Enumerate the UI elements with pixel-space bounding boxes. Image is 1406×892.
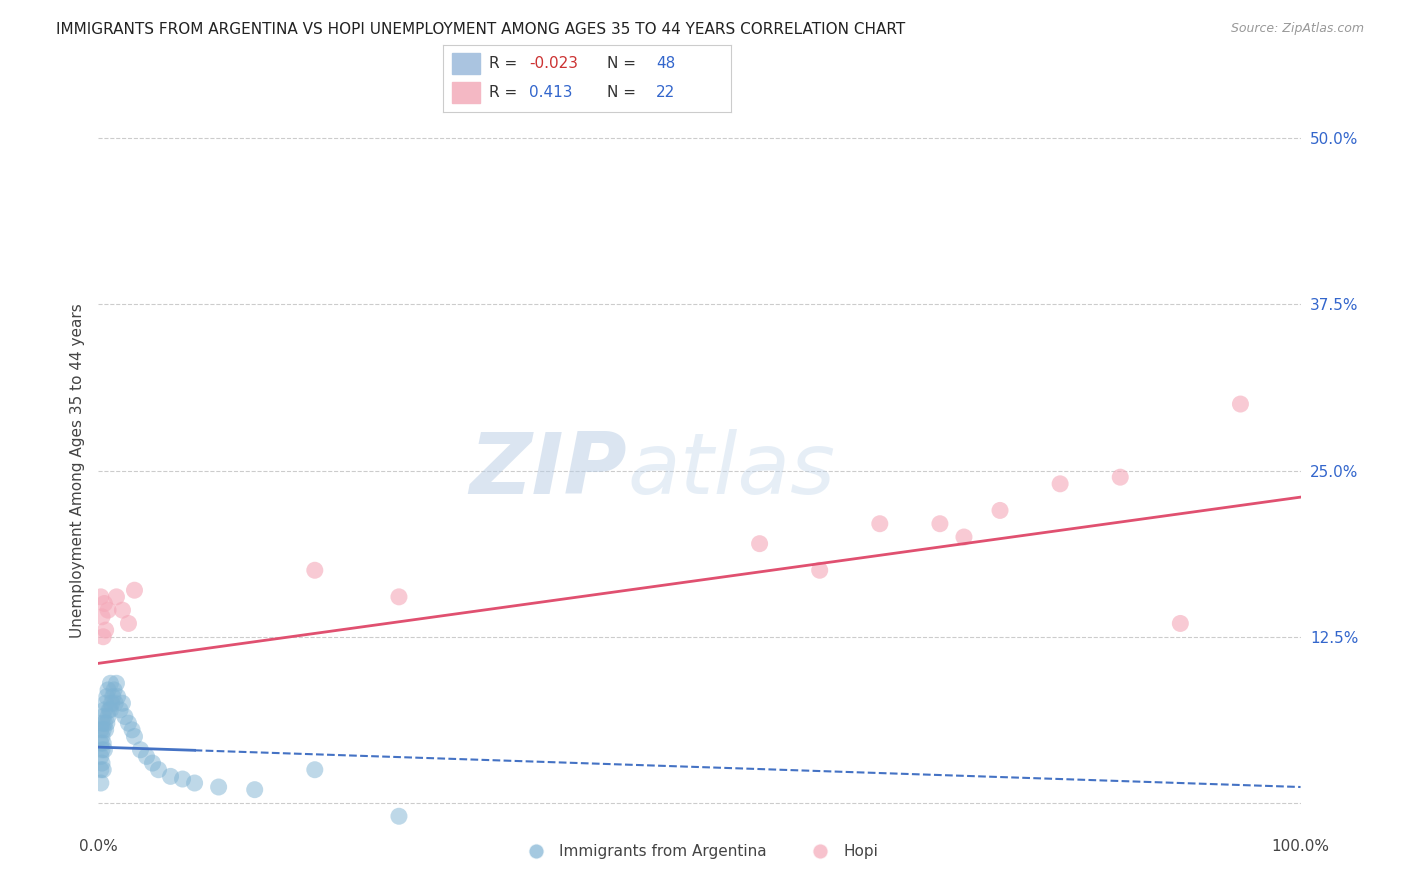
Point [100, 676, 122, 690]
Point [953, 530, 976, 544]
Point [96, 716, 118, 731]
Text: 0.413: 0.413 [530, 86, 572, 100]
Text: 48: 48 [657, 56, 675, 70]
Point [748, 536, 770, 550]
Point [93, 597, 115, 611]
Point [94, 623, 117, 637]
Text: -0.023: -0.023 [530, 56, 578, 70]
Point [243, 782, 266, 797]
Point [869, 516, 891, 531]
Point [93, 716, 115, 731]
Y-axis label: Unemployment Among Ages 35 to 44 years: Unemployment Among Ages 35 to 44 years [69, 303, 84, 638]
Point [98, 703, 121, 717]
Legend: Immigrants from Argentina, Hopi: Immigrants from Argentina, Hopi [515, 838, 884, 865]
Point [148, 763, 170, 777]
Point [90, 749, 112, 764]
Point [96, 690, 118, 704]
Point [111, 603, 134, 617]
Point [91, 756, 114, 770]
Point [90, 723, 112, 737]
Point [97, 682, 120, 697]
Point [388, 590, 411, 604]
Point [90, 736, 112, 750]
Point [304, 763, 326, 777]
Point [91, 609, 114, 624]
Point [91, 723, 114, 737]
Point [93, 703, 115, 717]
Point [91, 736, 114, 750]
Text: ZIP: ZIP [470, 429, 627, 512]
Point [93, 743, 115, 757]
Point [1049, 476, 1071, 491]
Point [94, 723, 117, 737]
Point [208, 780, 231, 794]
Point [111, 696, 134, 710]
Point [90, 590, 112, 604]
Point [117, 616, 139, 631]
Point [141, 756, 163, 770]
Text: IMMIGRANTS FROM ARGENTINA VS HOPI UNEMPLOYMENT AMONG AGES 35 TO 44 YEARS CORRELA: IMMIGRANTS FROM ARGENTINA VS HOPI UNEMPL… [56, 22, 905, 37]
Point [124, 583, 146, 598]
Point [103, 682, 125, 697]
Point [1109, 470, 1132, 484]
Point [91, 630, 114, 644]
Point [388, 809, 411, 823]
Point [91, 730, 114, 744]
Point [90, 776, 112, 790]
Point [105, 590, 128, 604]
FancyBboxPatch shape [451, 82, 481, 103]
Text: atlas: atlas [627, 429, 835, 512]
Point [808, 563, 831, 577]
Text: 22: 22 [657, 86, 675, 100]
Point [91, 716, 114, 731]
Point [1170, 616, 1192, 631]
Point [91, 763, 114, 777]
Point [124, 730, 146, 744]
Point [172, 772, 194, 786]
Point [121, 723, 143, 737]
Text: Source: ZipAtlas.com: Source: ZipAtlas.com [1230, 22, 1364, 36]
FancyBboxPatch shape [451, 53, 481, 74]
Point [117, 716, 139, 731]
Point [105, 676, 128, 690]
Point [1229, 397, 1251, 411]
Point [304, 563, 326, 577]
Point [108, 703, 131, 717]
Point [129, 743, 152, 757]
Point [928, 516, 950, 531]
Point [100, 703, 122, 717]
Point [114, 709, 136, 723]
Text: N =: N = [607, 86, 641, 100]
Point [91, 709, 114, 723]
Point [135, 749, 157, 764]
Text: R =: R = [489, 86, 527, 100]
Point [101, 690, 124, 704]
Point [97, 709, 120, 723]
Point [100, 696, 122, 710]
Point [107, 690, 129, 704]
Point [104, 696, 127, 710]
Point [90, 763, 112, 777]
Point [183, 776, 205, 790]
Text: N =: N = [607, 56, 641, 70]
Point [988, 503, 1011, 517]
Point [159, 769, 181, 783]
Point [91, 743, 114, 757]
Text: R =: R = [489, 56, 522, 70]
Point [94, 696, 117, 710]
Point [97, 603, 120, 617]
